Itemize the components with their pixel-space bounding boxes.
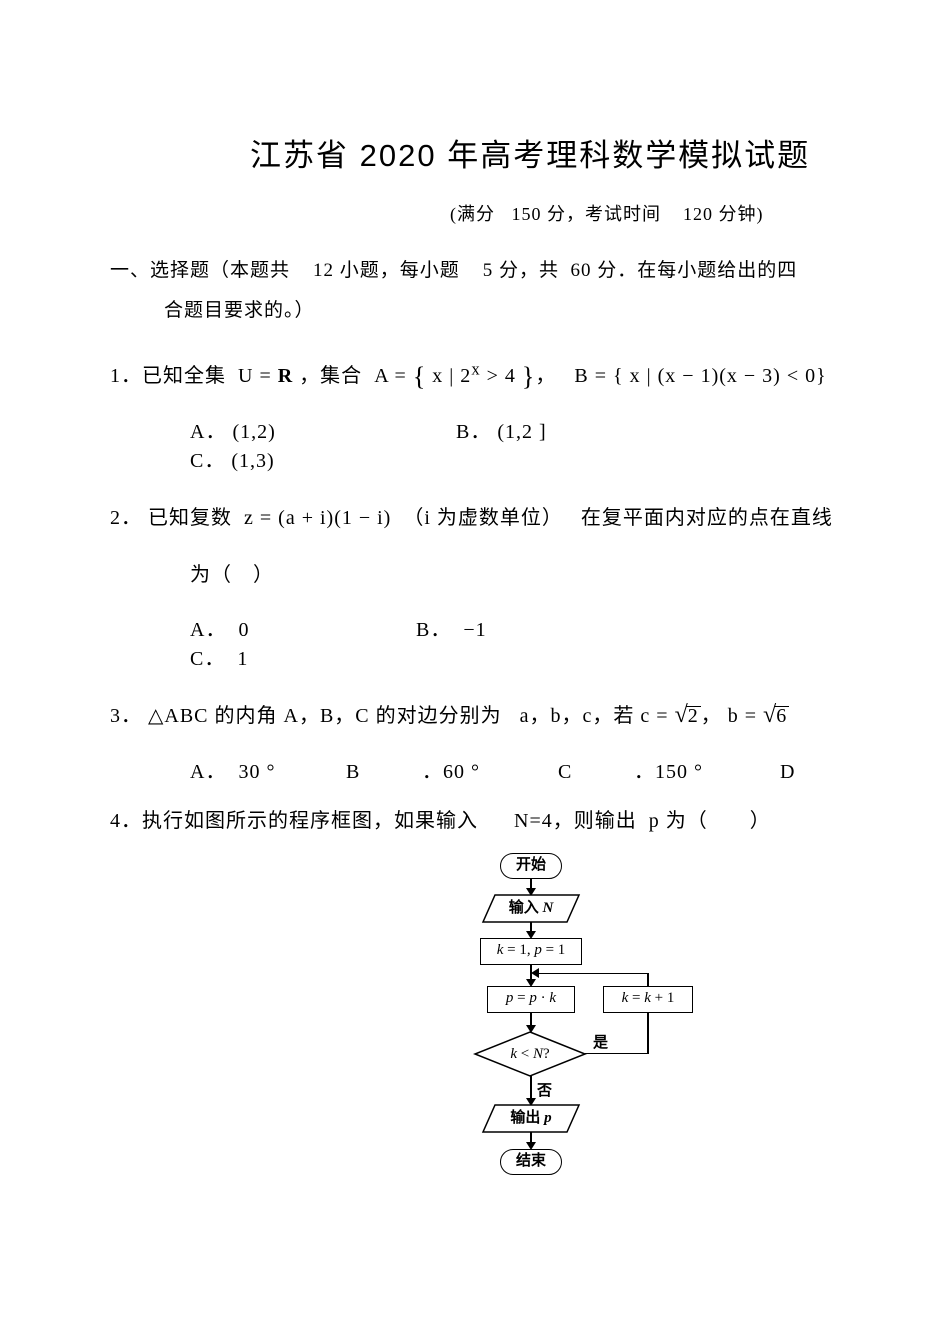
flowchart-diagram: 开始 输入 N k = 1, p = 1 p = p · k k = k + 1 bbox=[445, 853, 705, 1213]
question-4: 4．执行如图所示的程序框图，如果输入 N=4，则输出 p 为（ ） bbox=[110, 804, 835, 833]
q1-option-c: C． (1,3) bbox=[190, 444, 370, 473]
question-2: 2． 已知复数 z = (a + i)(1 − i) （i 为虚数单位） 在复平… bbox=[110, 501, 835, 530]
flowchart-yes-label: 是 bbox=[593, 1031, 608, 1052]
section-line1-d: 60 分．在每小题给出的四 bbox=[571, 260, 798, 281]
q3-option-b: ．60 ° bbox=[422, 755, 552, 784]
sqrt-2: √2 bbox=[675, 702, 701, 729]
flowchart-input: 输入 N bbox=[483, 895, 579, 922]
section-line1-c: 5 分，共 bbox=[483, 260, 559, 281]
flowchart-arrow bbox=[530, 1076, 532, 1100]
section-heading: 一、选择题（本题共 12 小题，每小题 5 分，共 60 分．在每小题给出的四 … bbox=[110, 251, 835, 331]
arrow-left-icon bbox=[531, 968, 539, 978]
flowchart-no-label: 否 bbox=[537, 1079, 552, 1100]
exam-document: 江苏省 2020 年高考理科数学模拟试题 (满分 150 分，考试时间 120 … bbox=[0, 0, 835, 1253]
q3-option-c-label: C bbox=[558, 761, 628, 784]
q1-option-b: B． (1,2 ] bbox=[456, 415, 726, 444]
subtitle: (满分 150 分，考试时间 120 分钟) bbox=[450, 200, 835, 226]
q2-option-c: C． 1 bbox=[190, 642, 370, 671]
flowchart-loop-body: p = p · k bbox=[487, 986, 575, 1013]
q3-option-d-label: D bbox=[780, 761, 795, 784]
flowchart-init: k = 1, p = 1 bbox=[480, 938, 582, 965]
q3-mid3: ， b = bbox=[701, 705, 763, 727]
flowchart-start: 开始 bbox=[500, 853, 562, 879]
flowchart-line bbox=[538, 973, 648, 975]
q1-setA: A = { x | 2x > 4 }， bbox=[374, 365, 556, 387]
q4-end: p 为（ ） bbox=[649, 810, 771, 832]
document-title: 江苏省 2020 年高考理科数学模拟试题 bbox=[250, 130, 835, 175]
question-3: 3． △ABC 的内角 A，B，C 的对边分别为 a，b，c，若 c = √2，… bbox=[110, 699, 835, 729]
flowchart-increment: k = k + 1 bbox=[603, 986, 693, 1013]
q4-prefix: 4．执行如图所示的程序框图，如果输入 bbox=[110, 810, 478, 832]
q1-U: U = R bbox=[238, 365, 293, 387]
sqrt-6: √6 bbox=[763, 702, 789, 729]
subtitle-time: 120 分钟) bbox=[683, 204, 764, 224]
q2-prefix: 2． 已知复数 bbox=[110, 507, 232, 529]
q1-option-a: A． (1,2) bbox=[190, 415, 450, 444]
q3-prefix: 3． bbox=[110, 705, 142, 727]
q2-option-a: A． 0 bbox=[190, 613, 410, 642]
q3-mid2: a，b，c，若 c = bbox=[514, 705, 675, 727]
question-3-options: A． 30 ° B ．60 ° C ．150 ° D bbox=[190, 755, 835, 784]
q3-tri: △ABC 的内角 bbox=[148, 705, 278, 727]
q3-option-b-label: B bbox=[346, 761, 416, 784]
flowchart-line bbox=[647, 973, 649, 987]
question-2-options: A． 0 B． −1 C． 1 bbox=[190, 613, 835, 671]
subtitle-prefix: (满分 bbox=[450, 204, 495, 224]
q1-setB: B = { x | (x − 1)(x − 3) < 0} bbox=[574, 365, 826, 387]
question-2-line2: 为（ ） bbox=[190, 558, 835, 587]
flowchart-output: 输出 p bbox=[483, 1105, 579, 1132]
question-1-options: A． (1,2) B． (1,2 ] C． (1,3) bbox=[190, 415, 835, 473]
section-line1-b: 12 小题，每小题 bbox=[313, 260, 460, 281]
q3-mid1: A，B，C 的对边分别为 bbox=[284, 705, 502, 727]
q2-option-b: B． −1 bbox=[416, 613, 686, 642]
question-1: 1．已知全集 U = R ，集合 A = { x | 2x > 4 }， B =… bbox=[110, 359, 835, 389]
q2-mid2: 在复平面内对应的点在直线 bbox=[575, 507, 833, 529]
q2-expr: z = (a + i)(1 − i) bbox=[244, 507, 391, 529]
flowchart-condition: k < N? bbox=[475, 1032, 585, 1076]
subtitle-score: 150 分，考试时间 bbox=[512, 204, 662, 224]
q2-mid1: （i 为虚数单位） bbox=[403, 507, 563, 529]
section-line2: 合题目要求的。） bbox=[164, 300, 315, 321]
flowchart-end: 结束 bbox=[500, 1149, 562, 1175]
q4-mid: N=4，则输出 bbox=[514, 810, 637, 832]
flowchart-line bbox=[585, 1053, 648, 1055]
section-line1-a: 一、选择题（本题共 bbox=[110, 260, 290, 281]
flowchart-line bbox=[647, 1013, 649, 1054]
q3-option-c: ．150 ° bbox=[634, 755, 774, 784]
q1-mid1: ，集合 bbox=[299, 365, 362, 387]
q3-option-a: A． 30 ° bbox=[190, 755, 340, 784]
q1-prefix: 1．已知全集 bbox=[110, 365, 226, 387]
